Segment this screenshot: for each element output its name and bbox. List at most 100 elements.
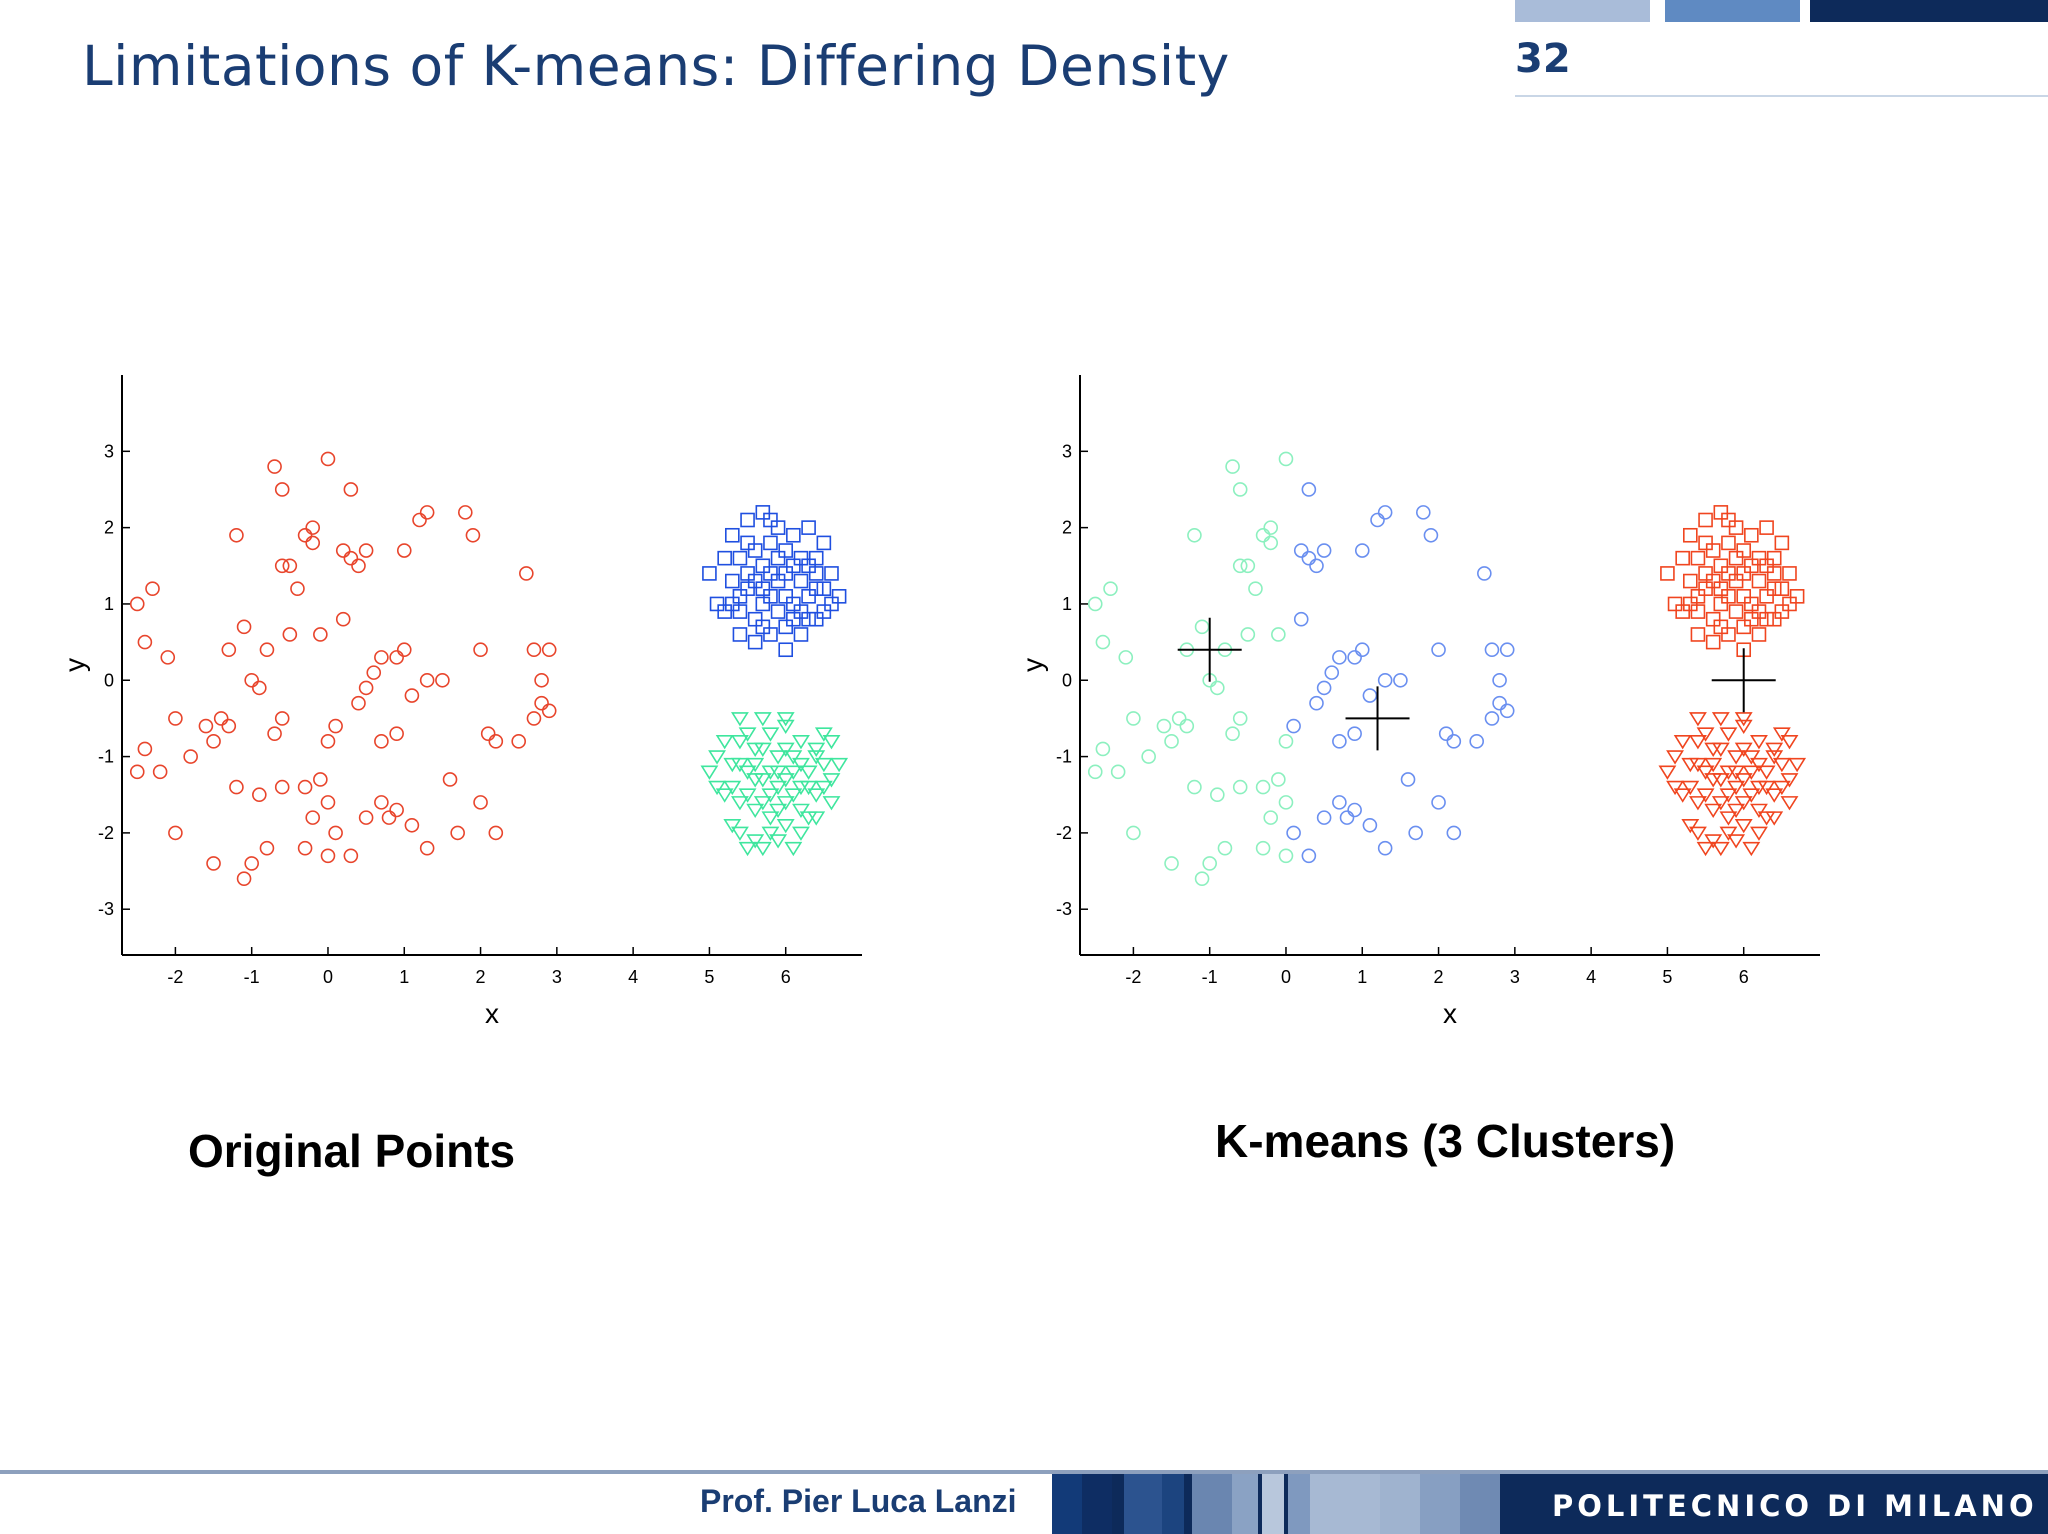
data-point-square (831, 589, 847, 604)
data-point-square (1751, 573, 1767, 589)
data-point-circle (1278, 795, 1294, 810)
y-tick-label: -2 (98, 823, 114, 843)
data-point-circle (442, 772, 458, 787)
data-point-circle (1316, 680, 1332, 696)
data-point-square (717, 550, 732, 566)
data-point-square (1721, 566, 1736, 581)
data-point-square (755, 596, 771, 612)
footer-divider (0, 1470, 2048, 1474)
data-point-circle (1332, 795, 1347, 810)
data-point-triangle (738, 788, 757, 803)
data-point-square (740, 535, 755, 551)
data-point-circle (274, 558, 290, 574)
data-point-circle (168, 825, 183, 841)
data-point-circle (1187, 779, 1202, 795)
data-point-triangle (1734, 742, 1753, 757)
x-tick-label: -2 (1125, 967, 1141, 987)
data-point-square (1766, 566, 1782, 581)
data-point-circle (1286, 718, 1301, 734)
data-point-triangle (792, 757, 810, 773)
data-point-triangle (730, 712, 749, 727)
y-tick-label: -1 (98, 747, 114, 767)
data-point-triangle (799, 811, 818, 826)
data-point-square (1782, 596, 1797, 612)
data-point-circle (1210, 680, 1225, 696)
data-point-circle (1156, 718, 1172, 734)
data-point-triangle (807, 811, 826, 826)
data-point-square (755, 558, 771, 574)
data-point-square (801, 558, 816, 574)
data-point-square (1721, 512, 1736, 528)
data-point-circle (358, 810, 374, 825)
data-point-circle (1286, 825, 1301, 841)
data-point-square (732, 550, 748, 566)
data-point-circle (1316, 543, 1332, 558)
data-point-circle (404, 817, 420, 833)
data-point-square (770, 550, 786, 566)
data-point-triangle (715, 735, 734, 750)
data-point-circle (183, 749, 198, 764)
data-point-circle (290, 581, 305, 596)
data-point-circle (320, 795, 336, 810)
data-point-circle (1393, 672, 1408, 688)
data-point-square (793, 604, 809, 619)
data-point-circle (1347, 802, 1362, 818)
data-point-circle (465, 527, 481, 543)
data-point-triangle (1681, 818, 1700, 834)
data-point-circle (335, 611, 351, 627)
data-point-triangle (1688, 712, 1707, 727)
data-point-circle (274, 711, 290, 726)
data-point-triangle (807, 750, 826, 765)
data-point-square (808, 611, 824, 627)
data-point-circle (1469, 734, 1485, 749)
data-point-triangle (1742, 841, 1761, 857)
x-tick-label: 6 (781, 967, 791, 987)
data-point-square (747, 573, 763, 589)
data-point-circle (1492, 695, 1507, 711)
data-point-square (763, 535, 778, 551)
data-point-triangle (746, 757, 765, 773)
data-point-circle (145, 581, 160, 596)
data-point-triangle (784, 841, 803, 857)
data-point-square (778, 619, 794, 635)
x-tick-label: 6 (1739, 967, 1749, 987)
data-point-circle (335, 543, 351, 558)
y-tick-label: -3 (98, 899, 114, 919)
data-point-triangle (1727, 780, 1746, 796)
x-axis-label: x (1443, 998, 1457, 1029)
data-point-circle (1225, 459, 1240, 474)
data-point-circle (351, 558, 366, 574)
data-point-circle (1202, 856, 1217, 871)
data-point-circle (1301, 550, 1317, 566)
data-point-triangle (814, 780, 833, 796)
data-point-square (1744, 596, 1759, 612)
data-point-square (1728, 550, 1744, 566)
data-point-circle (1408, 825, 1423, 841)
data-point-square (1675, 604, 1690, 619)
data-point-triangle (1750, 826, 1768, 841)
data-point-triangle (784, 765, 803, 780)
data-point-circle (358, 680, 374, 696)
data-point-triangle (730, 796, 749, 811)
data-point-square (1705, 573, 1721, 589)
data-point-circle (488, 825, 504, 841)
slide-number: 32 (1515, 36, 1571, 82)
x-tick-label: 3 (1510, 967, 1520, 987)
data-point-circle (1255, 527, 1271, 543)
data-point-circle (328, 718, 343, 734)
data-point-circle (198, 718, 214, 734)
data-point-circle (221, 642, 237, 658)
data-point-triangle (1727, 765, 1746, 780)
data-point-triangle (776, 818, 795, 834)
data-point-triangle (1765, 811, 1784, 826)
caption-original-points: Original Points (188, 1125, 516, 1177)
data-point-triangle (1750, 803, 1768, 819)
data-point-circle (320, 734, 336, 749)
data-point-square (793, 550, 809, 566)
data-point-square (732, 627, 748, 642)
data-point-circle (1141, 749, 1156, 764)
x-tick-label: 0 (323, 967, 333, 987)
data-point-circle (396, 543, 412, 558)
data-point-circle (1339, 810, 1355, 825)
data-point-circle (419, 505, 435, 520)
